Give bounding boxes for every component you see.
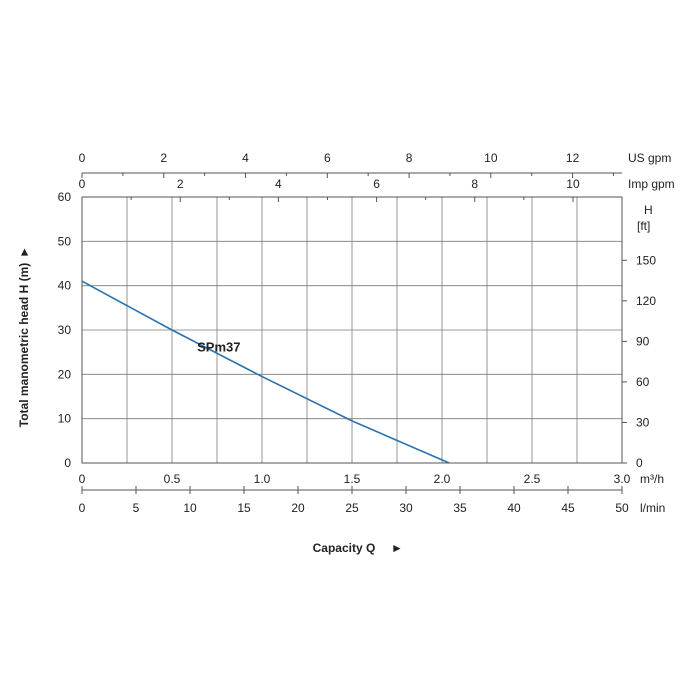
m3h-axis-title: m³/h xyxy=(640,472,664,486)
m3h-tick-label: 3.0 xyxy=(614,472,631,486)
impgpm-tick-label: 4 xyxy=(275,177,282,191)
impgpm-tick-label: 10 xyxy=(566,177,580,191)
usgpm-tick-label: 12 xyxy=(566,151,580,165)
y-tick-label: 60 xyxy=(58,190,72,204)
ft-tick-label: 60 xyxy=(636,375,650,389)
m3h-tick-label: 0.5 xyxy=(164,472,181,486)
series-label: SPm37 xyxy=(197,340,240,355)
impgpm-tick-label: 0 xyxy=(79,177,86,191)
y-tick-label: 30 xyxy=(58,323,72,337)
ft-tick-label: 120 xyxy=(636,294,656,308)
lmin-tick-label: 45 xyxy=(561,501,575,515)
y-axis-title: Total manometric head H (m) xyxy=(17,263,31,427)
impgpm-tick-label: 6 xyxy=(373,177,380,191)
ft-tick-label: 30 xyxy=(636,415,650,429)
impgpm-tick-label: 2 xyxy=(177,177,184,191)
y-axis-arrow: ► xyxy=(17,246,31,258)
usgpm-tick-label: 6 xyxy=(324,151,331,165)
lmin-tick-label: 20 xyxy=(291,501,305,515)
m3h-tick-label: 1.5 xyxy=(344,472,361,486)
x-axis-arrow: ► xyxy=(391,541,403,555)
ft-axis-unit: [ft] xyxy=(637,219,650,233)
lmin-tick-label: 5 xyxy=(133,501,140,515)
m3h-tick-label: 2.5 xyxy=(524,472,541,486)
usgpm-tick-label: 4 xyxy=(242,151,249,165)
y-tick-label: 50 xyxy=(58,234,72,248)
usgpm-tick-label: 8 xyxy=(406,151,413,165)
lmin-tick-label: 0 xyxy=(79,501,86,515)
series-line xyxy=(81,280,450,464)
ft-tick-label: 90 xyxy=(636,334,650,348)
m3h-tick-label: 1.0 xyxy=(254,472,271,486)
usgpm-tick-label: 10 xyxy=(484,151,498,165)
usgpm-tick-label: 0 xyxy=(79,151,86,165)
lmin-tick-label: 35 xyxy=(453,501,467,515)
m3h-tick-label: 2.0 xyxy=(434,472,451,486)
y-tick-label: 20 xyxy=(58,367,72,381)
y-tick-label: 40 xyxy=(58,279,72,293)
ft-axis-title: H xyxy=(644,203,653,217)
impgpm-tick-label: 8 xyxy=(471,177,478,191)
impgpm-axis-title: Imp gpm xyxy=(628,177,675,191)
y-tick-label: 0 xyxy=(64,456,71,470)
ft-tick-label: 150 xyxy=(636,253,656,267)
lmin-tick-label: 30 xyxy=(399,501,413,515)
lmin-tick-label: 50 xyxy=(615,501,629,515)
y-tick-label: 10 xyxy=(58,412,72,426)
lmin-axis-title: l/min xyxy=(640,501,665,515)
usgpm-tick-label: 2 xyxy=(160,151,167,165)
usgpm-axis-title: US gpm xyxy=(628,151,671,165)
lmin-tick-label: 25 xyxy=(345,501,359,515)
m3h-tick-label: 0 xyxy=(79,472,86,486)
lmin-tick-label: 10 xyxy=(183,501,197,515)
lmin-tick-label: 40 xyxy=(507,501,521,515)
ft-tick-label: 0 xyxy=(636,456,643,470)
lmin-tick-label: 15 xyxy=(237,501,251,515)
x-axis-title: Capacity Q xyxy=(313,541,376,555)
